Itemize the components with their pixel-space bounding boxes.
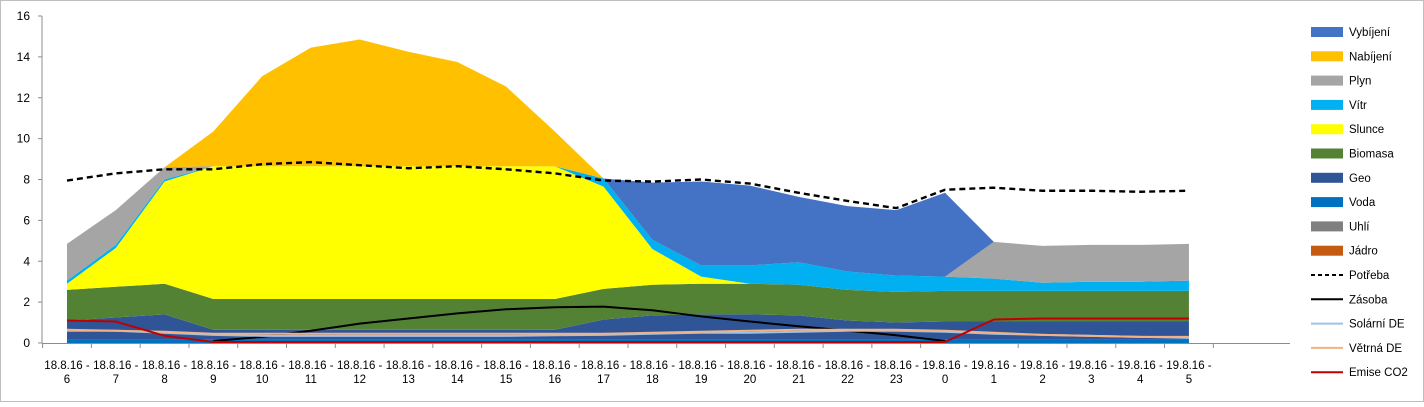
legend-item-geo: Geo [1311,172,1371,185]
legend-label: Potřeba [1349,270,1390,282]
area-vybijeni [67,39,1189,277]
x-tick-label: 19.8.16 -4 [1117,360,1163,386]
x-tick-label: 19.8.16 -2 [1020,360,1066,386]
legend-swatch [1311,148,1343,159]
x-tick-label: 18.8.16 -10 [239,360,285,386]
legend-swatch [1311,124,1343,135]
legend-swatch [1311,75,1343,86]
x-tick-label: 18.8.16 -12 [337,360,383,386]
y-tick-label: 6 [23,213,30,227]
legend-swatch [1311,27,1343,37]
x-tick-label: 18.8.16 -9 [191,360,237,386]
area-slunce [67,166,1189,300]
area-biomasa [67,283,1189,330]
legend-label: Zásoba [1349,294,1388,306]
legend-item-emise-co2: Emise CO2 [1311,367,1408,379]
x-tick-label: 18.8.16 -22 [825,360,871,386]
legend-item-jadro: Jádro [1311,245,1378,258]
legend-item-vybijeni: Vybíjení [1311,27,1391,39]
legend-item-biomasa: Biomasa [1311,148,1394,161]
legend-swatch [1311,221,1343,232]
legend-label: Geo [1349,173,1371,185]
legend-label: Emise CO2 [1349,367,1408,379]
y-tick-label: 12 [17,91,31,105]
x-tick-label: 18.8.16 -18 [630,360,676,386]
legend-label: Vítr [1349,100,1367,112]
x-tick-label: 18.8.16 -19 [678,360,724,386]
legend-item-potreba: Potřeba [1311,270,1390,282]
line-zasoba [213,305,946,342]
x-tick-label: 18.8.16 -15 [483,360,529,386]
legend-label: Uhlí [1349,221,1370,233]
x-tick-label: 18.8.16 -8 [142,360,188,386]
y-tick-label: 8 [23,173,30,187]
legend-swatch [1311,99,1343,110]
x-tick-label: 18.8.16 -7 [93,360,139,386]
y-tick-label: 0 [23,336,30,350]
line-vetrna-de [66,328,1189,338]
legend: Vybíjení Nabíjení Plyn Vítr Slunce Biomasa Geo… [1311,27,1408,379]
y-tick-label: 14 [17,50,31,64]
x-tick-label: 18.8.16 -20 [727,360,773,386]
x-tick-label: 18.8.16 -13 [386,360,432,386]
legend-label: Plyn [1349,76,1371,88]
x-tick-label: 18.8.16 -14 [435,360,481,386]
line-emise-co2 [66,317,1189,343]
legend-label: Jádro [1349,246,1378,258]
x-tick-label: 18.8.16 -11 [288,360,334,386]
x-tick-label: 18.8.16 -23 [874,360,920,386]
y-tick-label: 16 [17,9,31,23]
legend-item-zasoba: Zásoba [1311,294,1388,306]
legend-item-vitr: Vítr [1311,99,1367,112]
legend-item-vetrna-de: Větrná DE [1311,343,1402,355]
legend-label: Slunce [1349,124,1384,136]
x-tick-label: 19.8.16 -5 [1166,360,1212,386]
lines-layer [66,160,1189,343]
legend-label: Voda [1349,197,1376,209]
legend-swatch [1311,51,1343,62]
x-tick-label: 19.8.16 -1 [971,360,1017,386]
area-nabijeni [67,39,1189,277]
y-tick-label: 10 [17,132,31,146]
legend-label: Solární DE [1349,319,1405,331]
legend-item-plyn: Plyn [1311,75,1371,88]
legend-item-nabijeni: Nabíjení [1311,51,1393,63]
legend-swatch [1311,197,1343,208]
legend-swatch [1311,172,1343,183]
legend-swatch [1311,245,1343,256]
x-tick-label: 18.8.16 -16 [532,360,578,386]
legend-label: Vybíjení [1349,27,1391,39]
legend-item-voda: Voda [1311,197,1376,209]
x-tick-label: 18.8.16 -17 [581,360,627,386]
line-potreba [66,160,1189,210]
legend-item-solarni-de: Solární DE [1311,319,1405,331]
x-tick-label: 18.8.16 -21 [776,360,822,386]
x-tick-label: 18.8.16 -6 [44,360,90,386]
area-plyn [67,166,1189,283]
x-tick-label: 19.8.16 -3 [1069,360,1115,386]
legend-label: Biomasa [1349,149,1394,161]
y-tick-label: 2 [23,295,30,309]
y-tick-label: 4 [23,254,30,268]
legend-item-uhli: Uhlí [1311,221,1370,233]
legend-label: Větrná DE [1349,343,1402,355]
x-tick-label: 19.8.16 -0 [922,360,968,386]
legend-label: Nabíjení [1349,51,1393,63]
legend-item-slunce: Slunce [1311,124,1384,136]
